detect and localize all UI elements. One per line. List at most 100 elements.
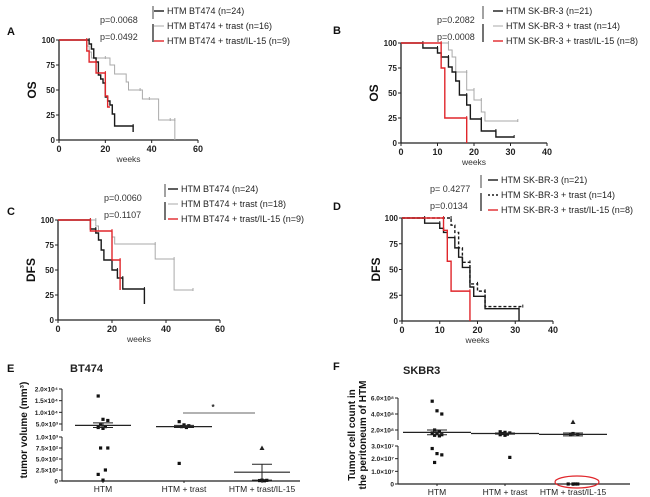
legend-label: HTM SK-BR-3 (n=21) xyxy=(506,6,592,16)
panel-label-a: A xyxy=(7,26,15,38)
survival-curve-htm xyxy=(401,42,515,138)
survival-curve-trast xyxy=(59,39,176,140)
category-label: HTM + trast/IL-15 xyxy=(229,484,296,494)
data-point xyxy=(440,453,444,457)
data-point xyxy=(96,394,100,398)
data-point xyxy=(437,434,441,438)
survival-curve-trast-il15 xyxy=(59,39,110,108)
data-point xyxy=(177,420,181,424)
y-tick-label: 25 xyxy=(45,291,54,300)
x-axis-title: weeks xyxy=(464,335,489,345)
p-value-label: p= 0.4277 xyxy=(430,184,470,194)
y-axis-title: the peritoneum of HTM xyxy=(358,381,369,490)
panel-label-d: D xyxy=(333,201,341,213)
y-tick-label: 0 xyxy=(50,316,55,325)
y-tick-label: 100 xyxy=(42,36,56,45)
panel-label-e: E xyxy=(7,363,14,375)
survival-curve-trast xyxy=(401,42,518,122)
data-point xyxy=(106,418,110,423)
y-tick-label: 50 xyxy=(45,266,54,275)
x-tick-label: 0 xyxy=(55,324,60,334)
x-tick-label: 10 xyxy=(432,147,442,157)
y-tick-label: 75 xyxy=(389,240,398,249)
data-point xyxy=(103,468,107,472)
y-tick-label: 100 xyxy=(385,214,399,223)
p-value-label: p=0.0060 xyxy=(104,193,142,203)
category-label: HTM + trast/IL-15 xyxy=(540,487,607,497)
data-point xyxy=(259,445,265,450)
x-tick-label: 10 xyxy=(435,325,445,335)
survival-curve-htm xyxy=(402,217,520,321)
y-tick-label: 100 xyxy=(384,39,398,48)
y-tick-label: 0 xyxy=(51,136,56,145)
y-axis-title: OS xyxy=(25,81,39,98)
km-panel-b: 0 25 50 75 100 0 10 20 30 40 weeks OS HTM SK-BR-3 (n… xyxy=(367,6,638,167)
km-panel-c: 0 25 50 75 100 0 20 40 60 weeks DFS HTM BT474 (n=24… xyxy=(24,184,304,344)
data-point xyxy=(433,433,437,437)
legend-label: HTM SK-BR-3 + trast/IL-15 (n=8) xyxy=(501,205,633,215)
y-tick-label: 6.0×10⁸ xyxy=(371,396,394,403)
y-tick-label: 0 xyxy=(393,139,398,148)
y-tick-label: 0 xyxy=(390,482,394,489)
data-point xyxy=(262,479,266,483)
data-point xyxy=(101,478,105,482)
y-tick-label: 100 xyxy=(41,216,55,225)
category-label: HTM + trast xyxy=(162,484,207,494)
y-tick-label: 0 xyxy=(54,479,58,486)
legend-label: HTM SK-BR-3 + trast (n=14) xyxy=(506,21,620,31)
y-tick-label: 25 xyxy=(46,111,55,120)
y-tick-label: 3.0×10⁷ xyxy=(371,444,394,451)
y-tick-label: 2.0×10⁷ xyxy=(371,456,394,463)
x-axis-title: weeks xyxy=(461,157,486,167)
survival-curve-trast-il15 xyxy=(402,217,471,321)
category-label: HTM + trast xyxy=(483,487,528,497)
x-tick-label: 20 xyxy=(472,325,482,335)
survival-curve-trast xyxy=(58,219,193,291)
y-tick-label: 75 xyxy=(388,64,397,73)
data-point xyxy=(508,455,512,459)
y-tick-label: 5.0×10³ xyxy=(36,422,59,429)
p-value-label: p=0.0134 xyxy=(430,201,468,211)
x-tick-label: 20 xyxy=(107,324,117,334)
scatter-panel-e: BT474 5.0×10³ 1.0×10⁴ 1.5×10⁴ 2.0×10⁴ 0 2.5×10… xyxy=(19,363,300,494)
survival-curve-trast xyxy=(402,217,523,308)
legend-label: HTM BT474 + trast/IL-15 (n=9) xyxy=(181,214,304,224)
x-axis-title: weeks xyxy=(126,334,151,344)
data-point xyxy=(433,460,437,465)
data-point xyxy=(99,446,103,450)
x-tick-label: 60 xyxy=(215,324,225,334)
p-value-label: p=0.2082 xyxy=(437,15,475,25)
y-tick-label: 1.0×10³ xyxy=(36,435,59,442)
x-tick-label: 60 xyxy=(193,144,203,154)
legend-label: HTM BT474 + trast/IL-15 (n=9) xyxy=(167,36,290,46)
p-value-label: p=0.1107 xyxy=(104,210,141,220)
category-label: HTM xyxy=(428,487,446,497)
km-panel-d: 0 25 50 75 100 0 10 20 30 40 weeks DFS HTM SK-BR-3 (… xyxy=(369,175,633,345)
legend-label: HTM BT474 + trast (n=18) xyxy=(181,199,286,209)
data-point xyxy=(101,426,105,430)
y-tick-label: 50 xyxy=(389,266,398,275)
y-tick-label: 0 xyxy=(394,317,399,326)
data-point xyxy=(177,461,181,465)
y-tick-label: 2.5×10² xyxy=(36,468,59,475)
x-tick-label: 40 xyxy=(542,147,552,157)
data-point xyxy=(503,430,507,434)
data-point xyxy=(440,412,444,416)
y-tick-label: 7.5×10² xyxy=(36,446,59,453)
x-tick-label: 40 xyxy=(147,144,157,154)
y-tick-label: 4.0×10⁸ xyxy=(371,412,394,419)
p-value-label: p=0.0492 xyxy=(100,32,138,42)
x-tick-label: 40 xyxy=(548,325,558,335)
panel-label-f: F xyxy=(333,361,340,373)
x-axis-title: weeks xyxy=(115,154,140,164)
category-label: HTM xyxy=(94,484,112,494)
data-point xyxy=(106,446,110,450)
data-point xyxy=(566,482,570,486)
x-tick-label: 0 xyxy=(56,144,61,154)
legend-label: HTM SK-BR-3 + trast/IL-15 (n=8) xyxy=(506,36,638,46)
y-tick-label: 25 xyxy=(388,114,397,123)
y-tick-label: 5.0×10² xyxy=(36,457,59,464)
data-point xyxy=(570,419,576,424)
km-panel-a: 0 25 50 75 100 0 20 40 60 weeks OS HTM BT474 (n=24)… xyxy=(25,6,290,164)
